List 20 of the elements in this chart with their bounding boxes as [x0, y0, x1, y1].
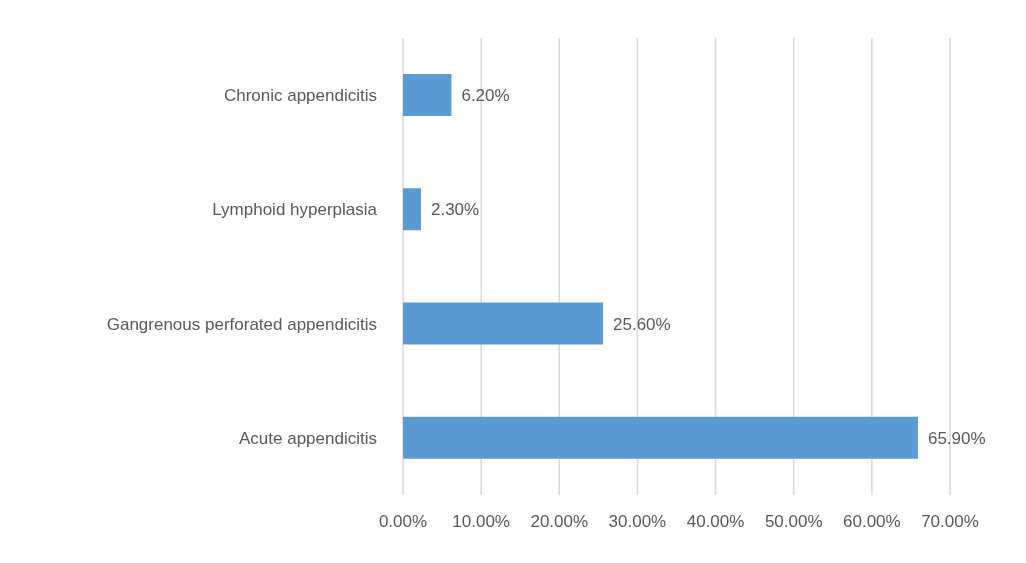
x-tick-label: 20.00% — [530, 512, 589, 532]
x-tick-label: 40.00% — [686, 512, 745, 532]
x-tick-label: 60.00% — [843, 512, 901, 532]
x-tick-label: 50.00% — [764, 512, 823, 532]
data-label: 6.20% — [461, 86, 510, 106]
y-tick-label: Gangrenous perforated appendicitis — [106, 314, 377, 334]
data-label: 65.90% — [927, 428, 986, 448]
bar — [403, 188, 421, 231]
x-tick-label: 0.00% — [378, 512, 428, 532]
data-label: 2.30% — [430, 200, 480, 220]
bar — [403, 416, 918, 459]
y-tick-label: Chronic appendicitis — [223, 86, 377, 106]
x-tick-label: 30.00% — [608, 512, 667, 532]
data-label: 25.60% — [613, 314, 671, 334]
bar — [403, 302, 604, 345]
x-tick-label: 10.00% — [452, 512, 510, 532]
x-tick-label: 70.00% — [921, 512, 979, 532]
bar — [403, 74, 452, 116]
y-tick-label: Lymphoid hyperplasia — [212, 200, 378, 220]
y-tick-label: Acute appendicitis — [239, 428, 377, 448]
